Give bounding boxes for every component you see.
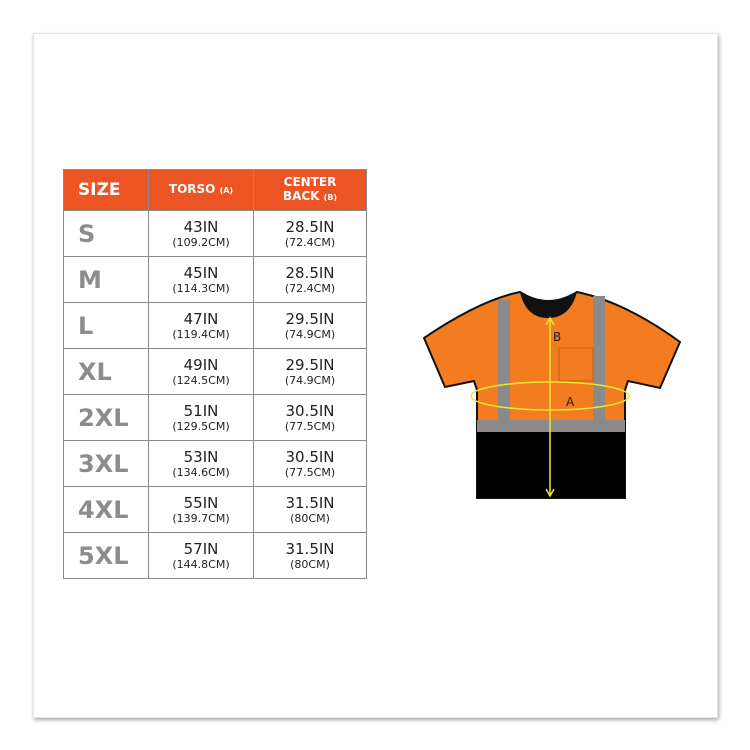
table-row: 5XL 57IN (144.8CM) 31.5IN (80CM) [63, 532, 367, 579]
torso-cell: 43IN (109.2CM) [148, 210, 254, 257]
size-cell: 5XL [63, 532, 149, 579]
torso-cell: 55IN (139.7CM) [148, 486, 254, 533]
pocket [558, 347, 594, 382]
size-cell: S [63, 210, 149, 257]
table-row: M 45IN (114.3CM) 28.5IN (72.4CM) [63, 256, 367, 303]
table-row: 4XL 55IN (139.7CM) 31.5IN (80CM) [63, 486, 367, 533]
center-back-cell: 31.5IN (80CM) [253, 532, 367, 579]
torso-cell: 49IN (124.5CM) [148, 348, 254, 395]
header-torso: TORSO (A) [148, 169, 254, 211]
torso-cell: 45IN (114.3CM) [148, 256, 254, 303]
center-back-cell: 28.5IN (72.4CM) [253, 256, 367, 303]
size-cell: 2XL [63, 394, 149, 441]
reflective-stripe-l [498, 300, 510, 420]
collar [520, 292, 577, 318]
size-cell: M [63, 256, 149, 303]
shirt-diagram: B A [422, 290, 682, 499]
table-row: 3XL 53IN (134.6CM) 30.5IN (77.5CM) [63, 440, 367, 487]
center-back-cell: 28.5IN (72.4CM) [253, 210, 367, 257]
center-back-cell: 31.5IN (80CM) [253, 486, 367, 533]
size-cell: XL [63, 348, 149, 395]
label-b: B [553, 330, 561, 344]
table-row: L 47IN (119.4CM) 29.5IN (74.9CM) [63, 302, 367, 349]
reflective-stripe-r [593, 296, 605, 420]
label-a: A [566, 395, 575, 409]
torso-cell: 47IN (119.4CM) [148, 302, 254, 349]
table-row: XL 49IN (124.5CM) 29.5IN (74.9CM) [63, 348, 367, 395]
reflective-stripe-h [477, 420, 625, 432]
size-chart-table: SIZE TORSO (A) CENTER BACK (B) S 43IN (109… [63, 169, 367, 579]
center-back-cell: 30.5IN (77.5CM) [253, 394, 367, 441]
size-cell: 3XL [63, 440, 149, 487]
header-size: SIZE [63, 169, 149, 211]
center-back-cell: 30.5IN (77.5CM) [253, 440, 367, 487]
header-center-back: CENTER BACK (B) [253, 169, 367, 211]
shirt-black-bottom [477, 432, 625, 498]
torso-cell: 53IN (134.6CM) [148, 440, 254, 487]
torso-cell: 51IN (129.5CM) [148, 394, 254, 441]
center-back-cell: 29.5IN (74.9CM) [253, 348, 367, 395]
table-row: 2XL 51IN (129.5CM) 30.5IN (77.5CM) [63, 394, 367, 441]
size-cell: 4XL [63, 486, 149, 533]
table-row: S 43IN (109.2CM) 28.5IN (72.4CM) [63, 210, 367, 257]
size-cell: L [63, 302, 149, 349]
center-back-cell: 29.5IN (74.9CM) [253, 302, 367, 349]
torso-cell: 57IN (144.8CM) [148, 532, 254, 579]
